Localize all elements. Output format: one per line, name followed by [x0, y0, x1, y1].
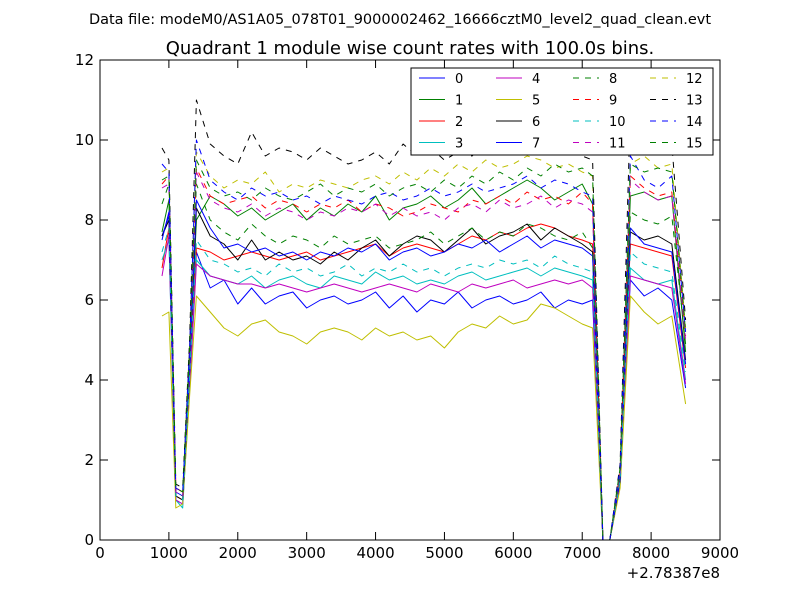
- series-line-11: [161, 171, 687, 541]
- y-tick-label: 6: [84, 291, 94, 309]
- chart-title: Quadrant 1 module wise count rates with …: [166, 38, 655, 59]
- legend-label-10: 10: [609, 115, 626, 130]
- legend-label-11: 11: [609, 137, 626, 152]
- legend-label-6: 6: [532, 115, 540, 130]
- x-tick-label: 7000: [563, 544, 601, 562]
- series-line-12: [161, 151, 687, 541]
- plot-frame: [99, 59, 721, 541]
- x-tick-label: 9000: [701, 544, 739, 562]
- legend-label-7: 7: [532, 137, 540, 152]
- y-tick-label: 8: [84, 211, 94, 229]
- x-tick-label: 8000: [632, 544, 670, 562]
- legend-label-8: 8: [609, 72, 617, 87]
- x-tick-label: 3000: [288, 544, 326, 562]
- y-tick-label: 2: [84, 451, 94, 469]
- legend-label-1: 1: [455, 94, 463, 109]
- legend-label-4: 4: [532, 72, 540, 87]
- y-tick-label: 12: [75, 51, 94, 69]
- y-tick-label: 0: [84, 531, 94, 549]
- x-tick-label: 1000: [150, 544, 188, 562]
- legend-label-3: 3: [455, 137, 463, 152]
- x-offset-label: +2.78387e8: [627, 564, 720, 582]
- legend-label-2: 2: [455, 115, 463, 130]
- y-tick-label: 4: [84, 371, 94, 389]
- x-tick-label: 4000: [356, 544, 394, 562]
- legend-label-14: 14: [686, 115, 703, 130]
- x-tick-label: 6000: [494, 544, 532, 562]
- y-tick-label: 10: [75, 131, 94, 149]
- legend-label-0: 0: [455, 72, 463, 87]
- legend-label-5: 5: [532, 94, 540, 109]
- tick-layer: 0 1000 2000 3000 4000 5000 6000 7000 8000 9000 0 2 4…: [75, 51, 739, 562]
- figure-suptitle: Data file: modeM0/AS1A05_078T01_90000024…: [89, 12, 711, 28]
- legend-label-9: 9: [609, 94, 617, 109]
- legend-box: [410, 67, 714, 156]
- legend-label-15: 15: [686, 137, 703, 152]
- x-tick-label: 5000: [425, 544, 463, 562]
- x-tick-label: 2000: [219, 544, 257, 562]
- x-tick-label: 0: [95, 544, 105, 562]
- legend-label-12: 12: [686, 72, 703, 87]
- legend-label-13: 13: [686, 94, 703, 109]
